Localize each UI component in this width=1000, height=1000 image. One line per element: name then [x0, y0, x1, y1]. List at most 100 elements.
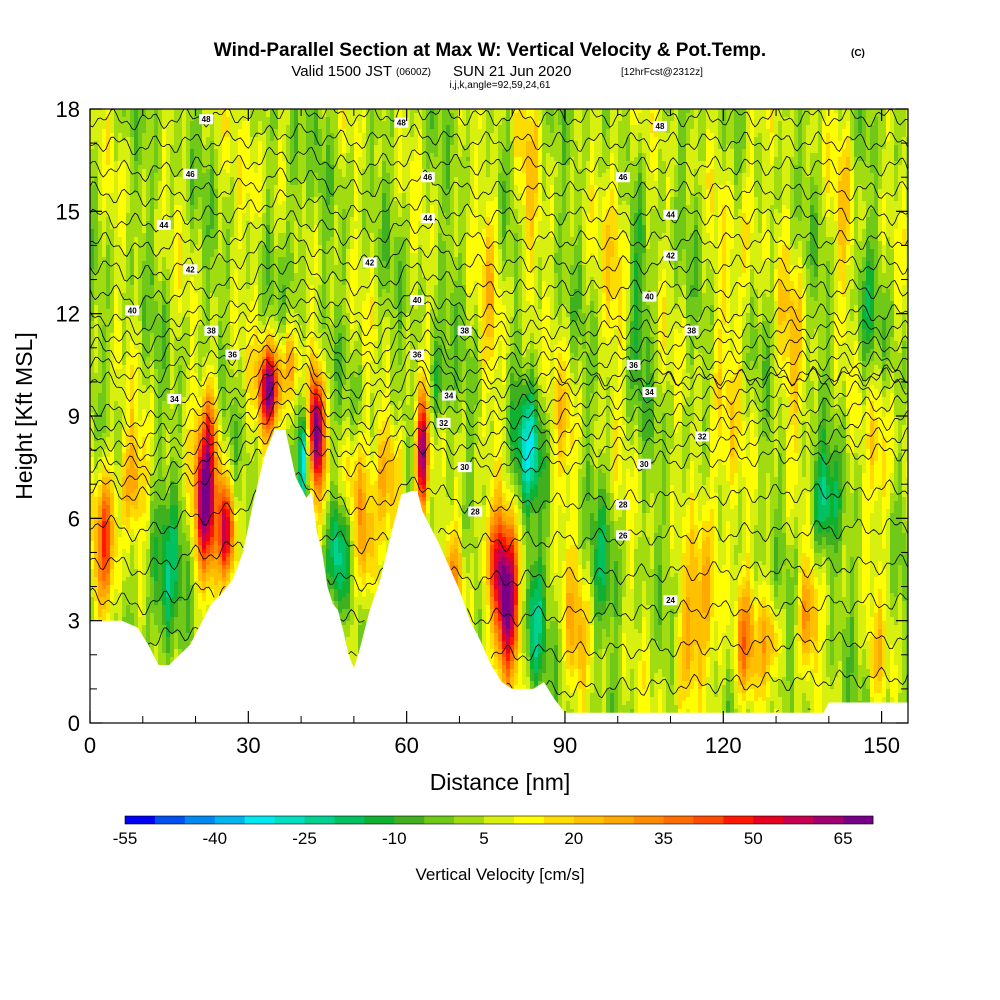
w-cell [810, 129, 814, 133]
w-cell [102, 113, 106, 117]
w-cell [358, 137, 362, 141]
w-cell [566, 129, 570, 133]
w-cell [658, 133, 662, 137]
w-cell [698, 121, 702, 125]
w-cell [698, 125, 702, 129]
w-cell [426, 125, 430, 129]
w-cell [886, 129, 890, 133]
w-cell [410, 117, 414, 121]
w-cell [834, 125, 838, 129]
w-cell [790, 133, 794, 137]
w-cell [134, 137, 138, 141]
w-cell [666, 117, 670, 121]
w-cell [750, 113, 754, 117]
w-cell [298, 133, 302, 137]
w-cell [738, 125, 742, 129]
w-cell [502, 125, 506, 129]
w-cell [130, 137, 134, 141]
w-cell [334, 117, 338, 121]
w-cell [286, 141, 290, 145]
w-cell [318, 133, 322, 137]
w-cell [110, 141, 114, 145]
w-cell [618, 137, 622, 141]
w-cell [146, 113, 150, 117]
w-cell [558, 121, 562, 125]
w-cell [606, 109, 610, 113]
w-cell [254, 137, 258, 141]
w-cell [130, 141, 134, 145]
w-cell [134, 109, 138, 113]
w-cell [650, 109, 654, 113]
w-cell [258, 141, 262, 145]
w-cell [410, 109, 414, 113]
w-cell [210, 137, 214, 141]
w-cell [690, 137, 694, 141]
w-cell [374, 141, 378, 145]
w-cell [358, 133, 362, 137]
w-cell [494, 137, 498, 141]
w-cell [486, 125, 490, 129]
w-cell [498, 129, 502, 133]
w-cell [806, 125, 810, 129]
w-cell [822, 109, 826, 113]
w-cell [182, 129, 186, 133]
w-cell [602, 109, 606, 113]
w-cell [418, 125, 422, 129]
w-cell [110, 117, 114, 121]
w-cell [810, 133, 814, 137]
w-cell [478, 109, 482, 113]
w-cell [714, 129, 718, 133]
w-cell [142, 133, 146, 137]
w-cell [94, 133, 98, 137]
w-cell [546, 129, 550, 133]
w-cell [902, 133, 906, 137]
w-cell [786, 125, 790, 129]
w-cell [586, 129, 590, 133]
w-cell [170, 113, 174, 117]
w-cell [102, 133, 106, 137]
w-cell [222, 141, 226, 145]
w-cell [110, 133, 114, 137]
w-cell [350, 129, 354, 133]
w-cell [574, 125, 578, 129]
w-cell [754, 113, 758, 117]
w-cell [566, 125, 570, 129]
w-cell [474, 137, 478, 141]
w-cell [738, 109, 742, 113]
w-cell [146, 137, 150, 141]
w-cell [718, 133, 722, 137]
w-cell [518, 129, 522, 133]
w-cell [514, 117, 518, 121]
w-cell [706, 137, 710, 141]
w-cell [410, 133, 414, 137]
w-cell [270, 141, 274, 145]
w-cell [526, 121, 530, 125]
w-cell [122, 137, 126, 141]
w-cell [846, 117, 850, 121]
w-cell [586, 117, 590, 121]
w-cell [478, 117, 482, 121]
w-cell [438, 129, 442, 133]
w-cell [206, 137, 210, 141]
w-cell [286, 113, 290, 117]
w-cell [386, 125, 390, 129]
w-cell [890, 137, 894, 141]
w-cell [654, 133, 658, 137]
w-cell [122, 109, 126, 113]
w-cell [618, 125, 622, 129]
w-cell [894, 125, 898, 129]
w-cell [702, 125, 706, 129]
w-cell [510, 121, 514, 125]
w-cell [202, 125, 206, 129]
w-cell [470, 133, 474, 137]
w-cell [202, 133, 206, 137]
w-cell [338, 137, 342, 141]
w-cell [570, 133, 574, 137]
w-cell [318, 109, 322, 113]
w-cell [758, 125, 762, 129]
w-cell [470, 121, 474, 125]
w-cell [154, 129, 158, 133]
w-cell [386, 129, 390, 133]
w-cell [882, 129, 886, 133]
w-cell [638, 117, 642, 121]
